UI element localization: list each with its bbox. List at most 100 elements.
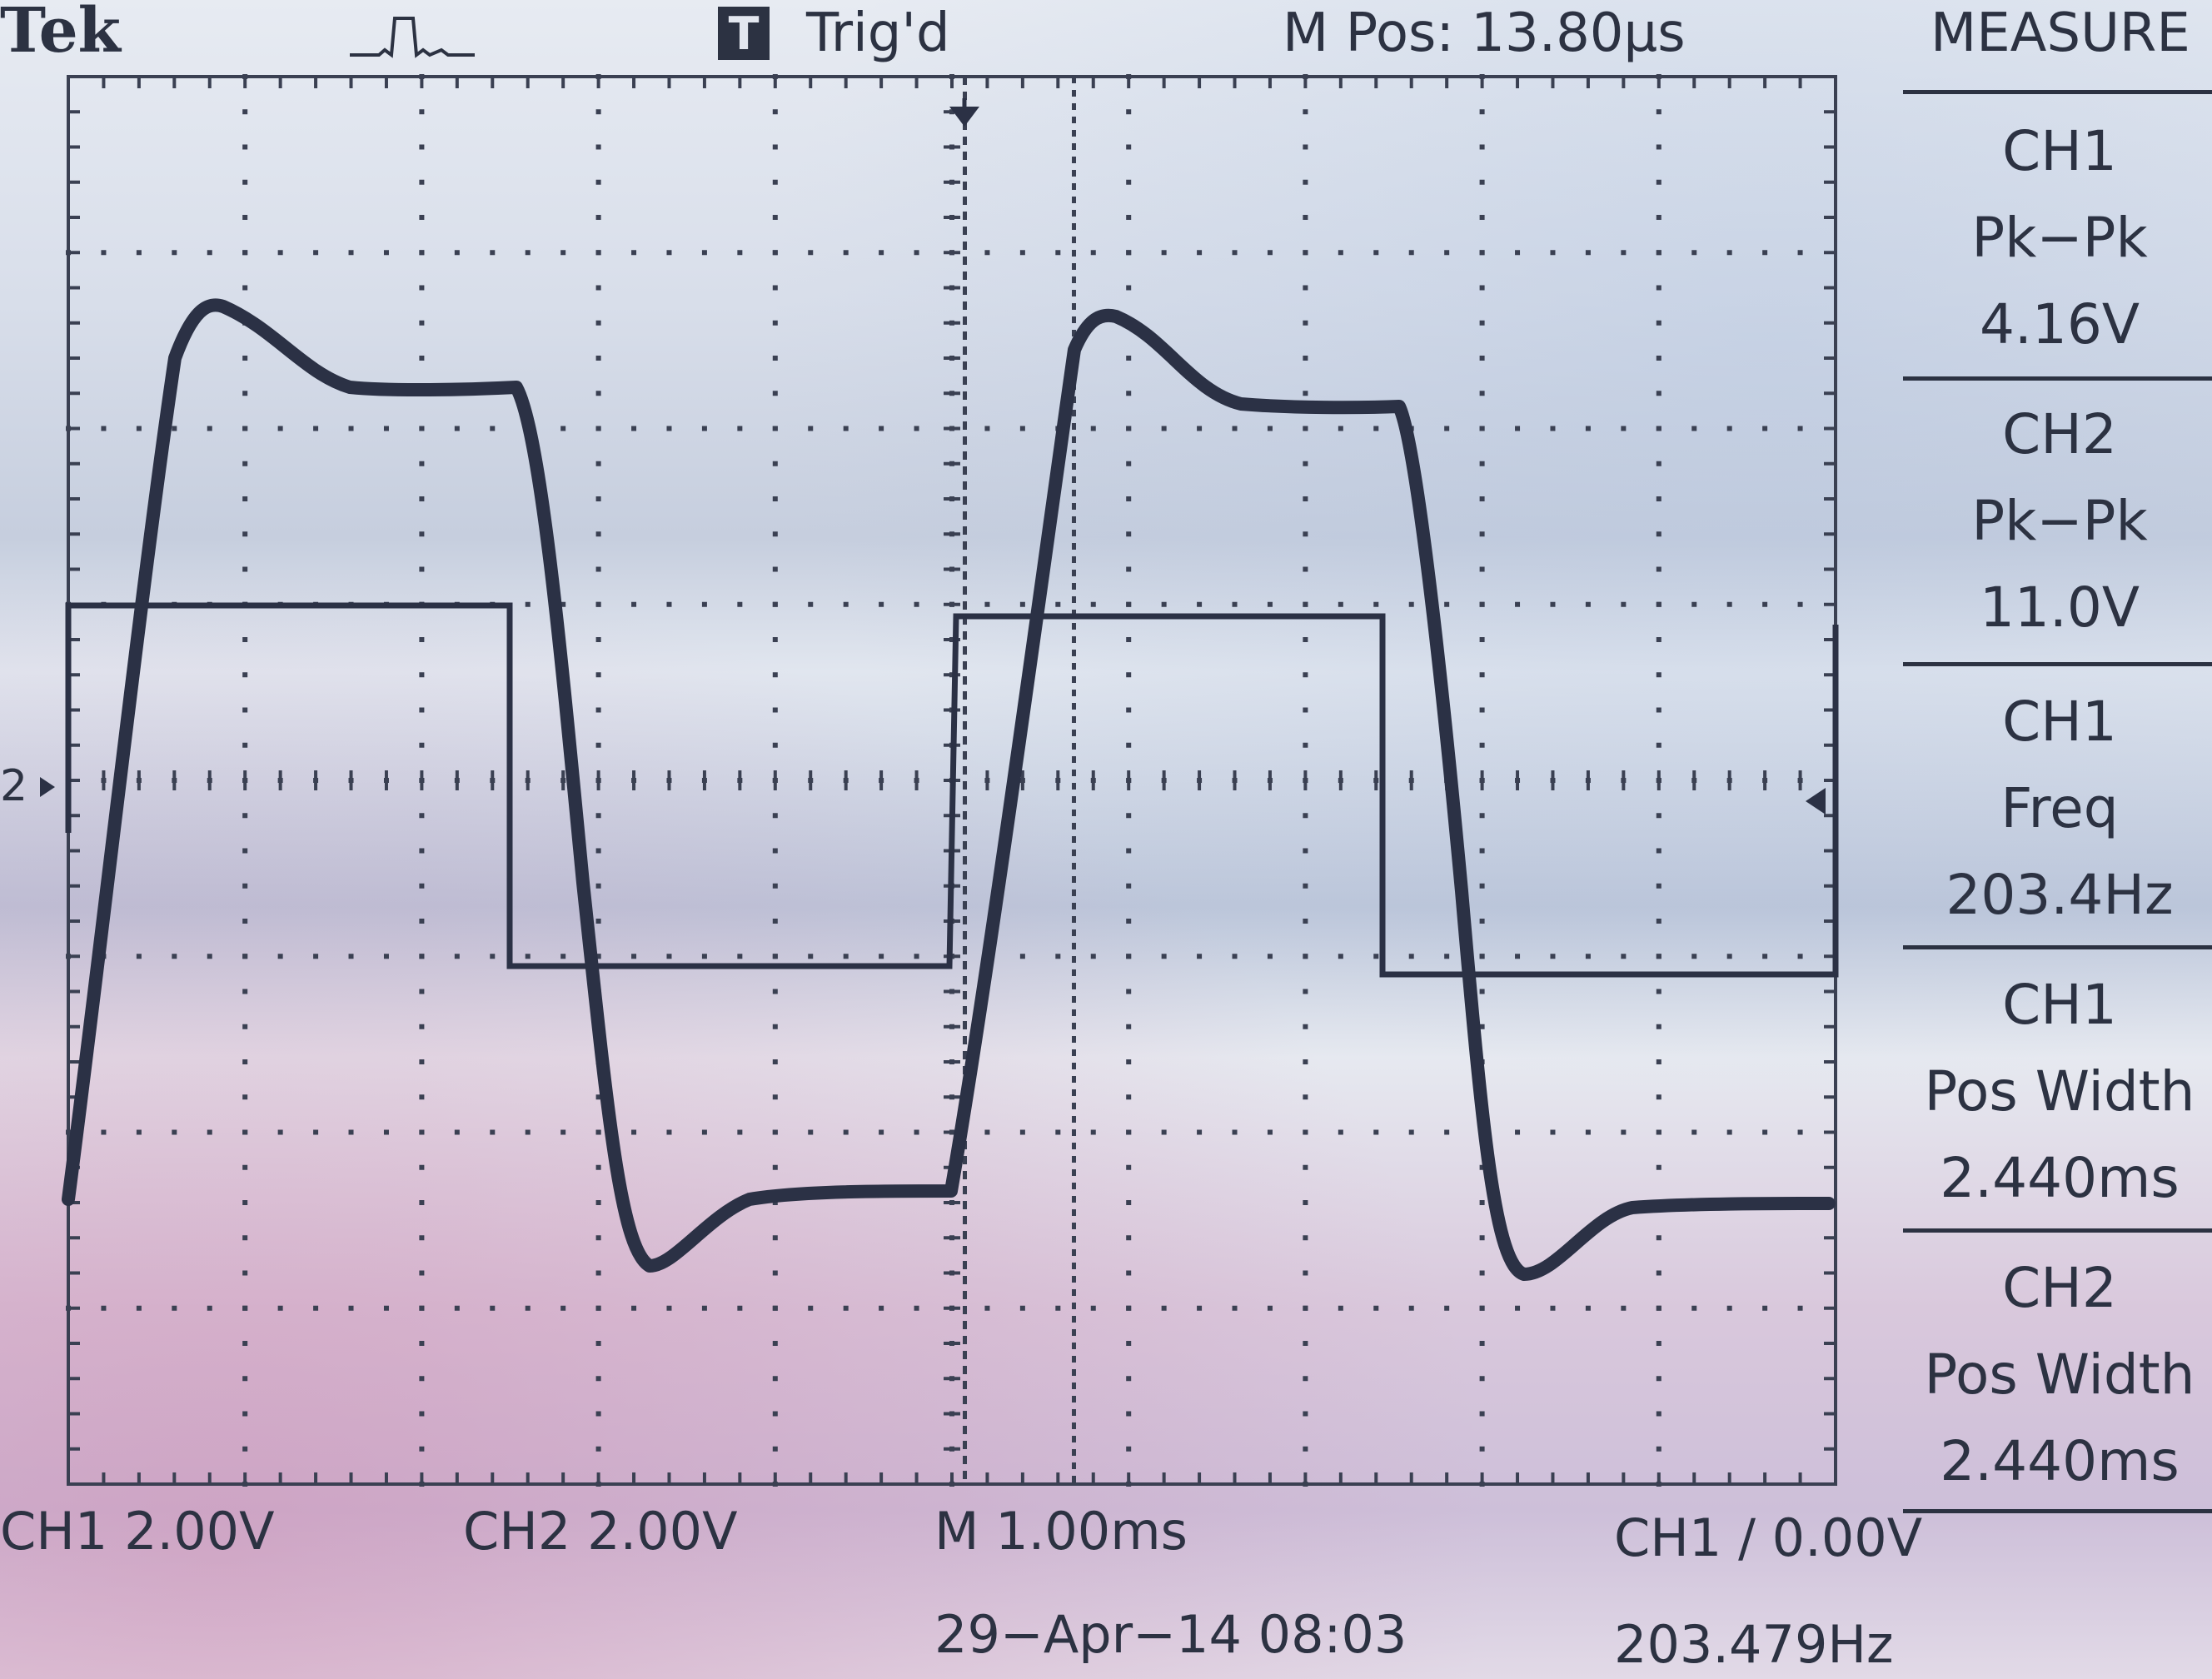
grid-dot	[1444, 954, 1450, 959]
measurement-2[interactable]: CH2 Pk−Pk 11.0V	[1907, 391, 2212, 651]
trigger-time-dot	[963, 391, 967, 400]
grid-dot	[1797, 601, 1803, 607]
ch2-square-wave-trace	[65, 602, 1839, 978]
grid-dot	[1126, 637, 1132, 642]
trigger-time-dot	[963, 257, 967, 265]
measurement-5[interactable]: CH2 Pos Width 2.440ms	[1907, 1245, 2212, 1505]
grid-dot	[595, 1235, 601, 1241]
grid-dot	[1479, 179, 1485, 185]
grid-dot	[1408, 954, 1414, 959]
grid-dot	[1126, 179, 1132, 185]
grid-dot	[701, 1129, 707, 1135]
trigger-time-dot	[963, 526, 967, 535]
trigger-time-dot	[963, 1201, 967, 1209]
grid-dot	[984, 1129, 990, 1135]
grid-dot	[1303, 356, 1308, 361]
menu-separator	[1903, 90, 2212, 94]
grid-dot	[1303, 461, 1308, 466]
grid-dot	[1479, 391, 1485, 396]
grid-dot	[419, 989, 425, 994]
grid-dot	[101, 1305, 107, 1311]
grid-dot	[1762, 1129, 1768, 1135]
grid-dot	[1656, 1446, 1661, 1452]
grid-dot	[595, 1164, 601, 1170]
grid-dot	[242, 1305, 248, 1311]
grid-dot	[595, 813, 601, 819]
grid-dot	[1797, 250, 1803, 256]
cursor-dot	[1072, 1356, 1076, 1363]
grid-dot	[1444, 250, 1450, 256]
grid-dot	[242, 179, 248, 185]
trigger-time-dot	[963, 1021, 967, 1029]
grid-dot	[1479, 1341, 1485, 1346]
grid-dot	[772, 496, 778, 501]
grid-dot	[1621, 1305, 1627, 1311]
menu-separator	[1903, 1228, 2212, 1233]
grid-dot	[1479, 320, 1485, 326]
measurement-4[interactable]: CH1 Pos Width 2.440ms	[1907, 962, 2212, 1222]
cursor-dot	[1072, 823, 1076, 830]
trigger-time-dot	[963, 1036, 967, 1044]
measurement-3[interactable]: CH1 Freq 203.4Hz	[1907, 679, 2212, 939]
grid-dot	[1726, 954, 1732, 959]
grid-dot	[1373, 250, 1379, 256]
grid-dot	[1303, 1270, 1308, 1276]
grid-dot	[1373, 426, 1379, 431]
grid-dot	[1303, 566, 1308, 572]
grid-dot	[242, 742, 248, 748]
grid-dot	[666, 954, 672, 959]
grid-dot	[772, 1411, 778, 1417]
grid-dot	[242, 285, 248, 291]
grid-dot	[136, 954, 142, 959]
cursor-dot	[1072, 1143, 1076, 1149]
measurement-4-type: Pos Width	[1924, 1059, 2195, 1123]
cursor-dot	[1072, 1289, 1076, 1296]
grid-dot	[914, 426, 919, 431]
grid-dot	[1338, 1305, 1343, 1311]
trigger-time-dot	[963, 886, 967, 894]
cursor-dot	[1072, 1036, 1076, 1043]
grid-dot	[595, 1411, 601, 1417]
grid-dot	[879, 601, 884, 607]
grid-dot	[1126, 1094, 1132, 1100]
grid-dot	[631, 1305, 637, 1311]
grid-dot	[242, 707, 248, 713]
grid-dot	[490, 426, 496, 431]
grid-dot	[808, 250, 814, 256]
grid-dot	[1303, 707, 1308, 713]
grid-dot	[136, 426, 142, 431]
trigger-time-dot	[963, 77, 967, 85]
grid-dot	[1797, 426, 1803, 431]
grid-dot	[242, 215, 248, 220]
grid-dot	[595, 1305, 601, 1311]
grid-dot	[1479, 601, 1485, 607]
grid-dot	[701, 250, 707, 256]
grid-dot	[1479, 1200, 1485, 1205]
cursor-dot	[1072, 1343, 1076, 1349]
measurement-1[interactable]: CH1 Pk−Pk 4.16V	[1907, 108, 2212, 368]
grid-dot	[1408, 601, 1414, 607]
measurement-1-value: 4.16V	[1979, 292, 2140, 356]
grid-dot	[1656, 742, 1661, 748]
measurement-3-type: Freq	[2000, 776, 2119, 840]
cursor-dot	[1072, 610, 1076, 616]
trigger-time-dot	[963, 1396, 967, 1404]
cursor-dot	[1072, 1223, 1076, 1229]
trigger-time-dot	[963, 481, 967, 490]
grid-dot	[313, 1129, 319, 1135]
grid-dot	[1479, 742, 1485, 748]
grid-dot	[560, 250, 566, 256]
cursor-dot	[1072, 1169, 1076, 1176]
grid-dot	[419, 813, 425, 819]
cursor-dot	[1072, 889, 1076, 896]
grid-dot	[1090, 250, 1096, 256]
grid-dot	[419, 250, 425, 256]
cursor-dot	[1072, 1103, 1076, 1109]
grid-dot	[1373, 954, 1379, 959]
grid-dot	[172, 1129, 177, 1135]
grid-dot	[419, 1235, 425, 1241]
trigger-time-dot	[963, 496, 967, 505]
grid-dot	[1408, 250, 1414, 256]
grid-dot	[1479, 954, 1485, 959]
grid-dot	[772, 919, 778, 924]
